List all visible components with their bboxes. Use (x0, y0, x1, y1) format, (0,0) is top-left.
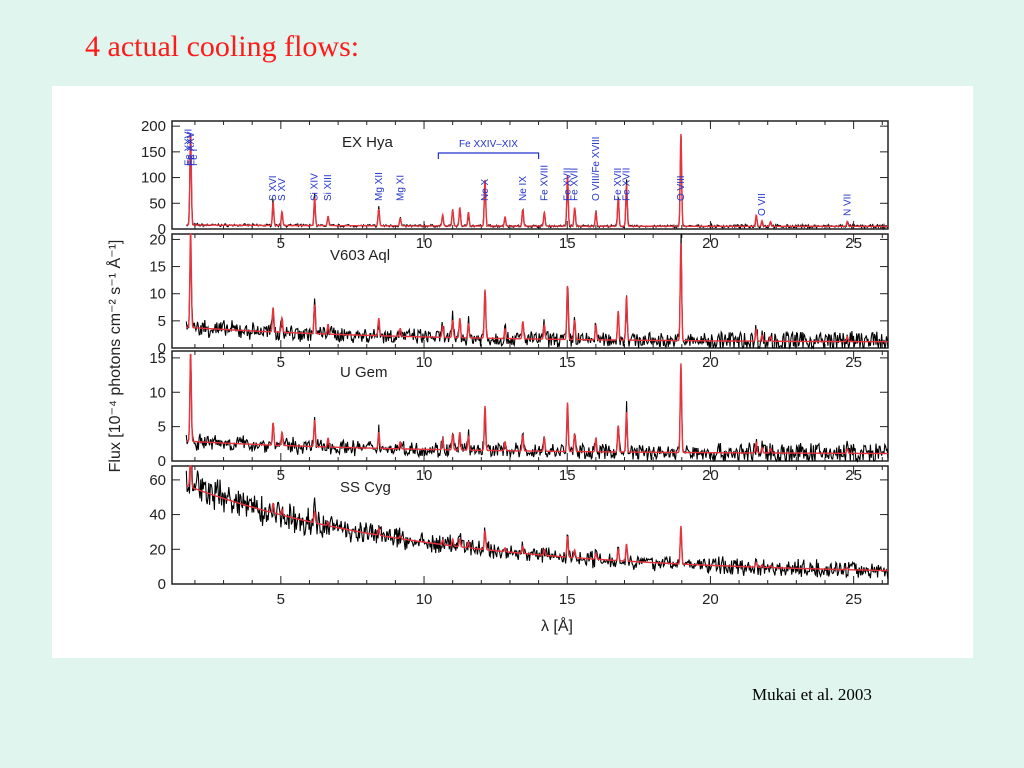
x-tick-label: 20 (702, 467, 719, 484)
panel-label: EX Hya (342, 134, 394, 151)
x-tick-label: 15 (559, 235, 576, 252)
panel-label: V603 Aql (330, 247, 390, 264)
ion-label: S XV (277, 178, 288, 201)
y-tick-label: 200 (141, 118, 166, 135)
observed-spectrum (185, 233, 889, 350)
ion-label: Mg XII (374, 172, 385, 201)
panel-label: U Gem (340, 364, 388, 381)
x-tick-label: 5 (277, 591, 285, 608)
ion-label: O VIII/Fe XVIII (591, 137, 602, 201)
ion-label: Si XIII (323, 174, 334, 201)
x-tick-label: 10 (416, 354, 433, 371)
x-tick-label: 10 (416, 591, 433, 608)
y-tick-label: 10 (149, 384, 166, 401)
panel-label: SS Cyg (340, 479, 391, 496)
model-spectrum (185, 465, 888, 572)
model-spectrum (186, 133, 888, 228)
y-tick-label: 40 (149, 507, 166, 524)
ion-label: Ne X (480, 178, 491, 201)
ion-label: Fe XVII (570, 168, 581, 201)
x-tick-label: 25 (845, 591, 862, 608)
slide-title: 4 actual cooling flows: (85, 30, 360, 63)
model-spectrum (186, 353, 888, 455)
y-tick-label: 20 (149, 541, 166, 558)
observed-spectrum (185, 465, 889, 579)
y-tick-label: 15 (149, 259, 166, 276)
x-tick-label: 20 (702, 354, 719, 371)
y-tick-label: 20 (149, 231, 166, 248)
ion-bracket (437, 152, 540, 159)
y-tick-label: 50 (149, 195, 166, 212)
ion-bracket-label: Fe XXIV–XIX (459, 139, 518, 150)
x-tick-label: 20 (702, 235, 719, 252)
x-tick-label: 15 (559, 591, 576, 608)
ion-label: S XVI (268, 175, 279, 201)
y-tick-label: 100 (141, 170, 166, 187)
ion-label: Fe XVII (563, 168, 574, 201)
x-tick-label: 5 (277, 467, 285, 484)
y-tick-label: 0 (158, 221, 166, 238)
y-tick-label: 10 (149, 286, 166, 303)
ion-label: Fe XXV (186, 131, 197, 166)
x-tick-label: 10 (416, 467, 433, 484)
y-tick-label: 0 (158, 340, 166, 357)
ion-label: O VIII (676, 175, 687, 201)
model-spectrum (186, 233, 888, 343)
ion-label: Fe I (189, 149, 200, 166)
x-tick-label: 10 (416, 235, 433, 252)
panel-frame (171, 465, 889, 585)
panel-frame (171, 350, 889, 462)
panel-frame (171, 120, 889, 230)
y-axis-title: Flux [10⁻⁴ photons cm⁻² s⁻¹ Å⁻¹] (105, 240, 124, 473)
observed-spectrum (185, 359, 889, 463)
ion-label: Si XIV (310, 173, 321, 201)
ion-label: O VII (757, 193, 768, 216)
y-tick-label: 0 (158, 576, 166, 593)
ion-label: Fe XVII (613, 168, 624, 201)
x-tick-label: 5 (277, 235, 285, 252)
y-tick-label: 0 (158, 453, 166, 470)
figure-credit: Mukai et al. 2003 (752, 685, 872, 704)
ion-label: Fe XXVI (184, 129, 195, 166)
spectrum-figure: 0 50 100 150 200 5 10 15 20 25 EX Hya Fe XXVI Fe XXV… (52, 86, 973, 658)
y-tick-label: 15 (149, 350, 166, 367)
x-tick-label: 25 (845, 235, 862, 252)
y-tick-label: 60 (149, 472, 166, 489)
ion-label: Mg XI (395, 175, 406, 201)
x-tick-label: 15 (559, 354, 576, 371)
x-axis-title: λ [Å] (541, 616, 573, 635)
y-tick-label: 5 (158, 313, 166, 330)
x-tick-label: 25 (845, 467, 862, 484)
ion-label: Ne IX (518, 176, 529, 201)
x-tick-label: 15 (559, 467, 576, 484)
x-tick-label: 25 (845, 354, 862, 371)
x-tick-label: 20 (702, 591, 719, 608)
observed-spectrum (186, 135, 889, 231)
panel-frame (171, 233, 889, 349)
y-tick-label: 150 (141, 144, 166, 161)
y-tick-label: 5 (158, 419, 166, 436)
ion-label: Fe XVII (622, 168, 633, 201)
x-tick-label: 5 (277, 354, 285, 371)
ion-label: N VII (842, 194, 853, 216)
ion-label: Fe XVIII (539, 165, 550, 201)
